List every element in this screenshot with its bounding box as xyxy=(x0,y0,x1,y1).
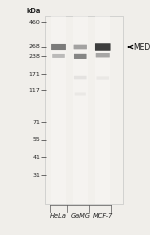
FancyBboxPatch shape xyxy=(96,53,110,57)
FancyBboxPatch shape xyxy=(95,43,111,51)
FancyBboxPatch shape xyxy=(96,76,109,80)
Bar xyxy=(95,16,110,204)
FancyBboxPatch shape xyxy=(51,44,66,50)
Text: 31: 31 xyxy=(33,172,41,178)
Text: GaMG: GaMG xyxy=(70,213,90,219)
Text: 55: 55 xyxy=(33,137,41,142)
Text: 238: 238 xyxy=(29,54,40,59)
Text: 171: 171 xyxy=(29,71,40,77)
Bar xyxy=(73,16,88,204)
Text: 117: 117 xyxy=(29,88,40,93)
Text: MCF-7: MCF-7 xyxy=(93,213,113,219)
FancyBboxPatch shape xyxy=(52,54,65,58)
FancyBboxPatch shape xyxy=(74,76,87,79)
FancyBboxPatch shape xyxy=(74,45,87,49)
Text: kDa: kDa xyxy=(26,8,40,14)
FancyBboxPatch shape xyxy=(74,54,87,59)
Text: 71: 71 xyxy=(33,120,41,125)
Text: MED13L: MED13L xyxy=(133,43,150,51)
Text: 268: 268 xyxy=(29,44,40,50)
Text: 460: 460 xyxy=(29,20,40,25)
FancyBboxPatch shape xyxy=(75,92,86,95)
Text: 41: 41 xyxy=(33,155,41,160)
Text: HeLa: HeLa xyxy=(50,213,67,219)
Bar xyxy=(45,16,123,204)
Bar xyxy=(51,16,66,204)
